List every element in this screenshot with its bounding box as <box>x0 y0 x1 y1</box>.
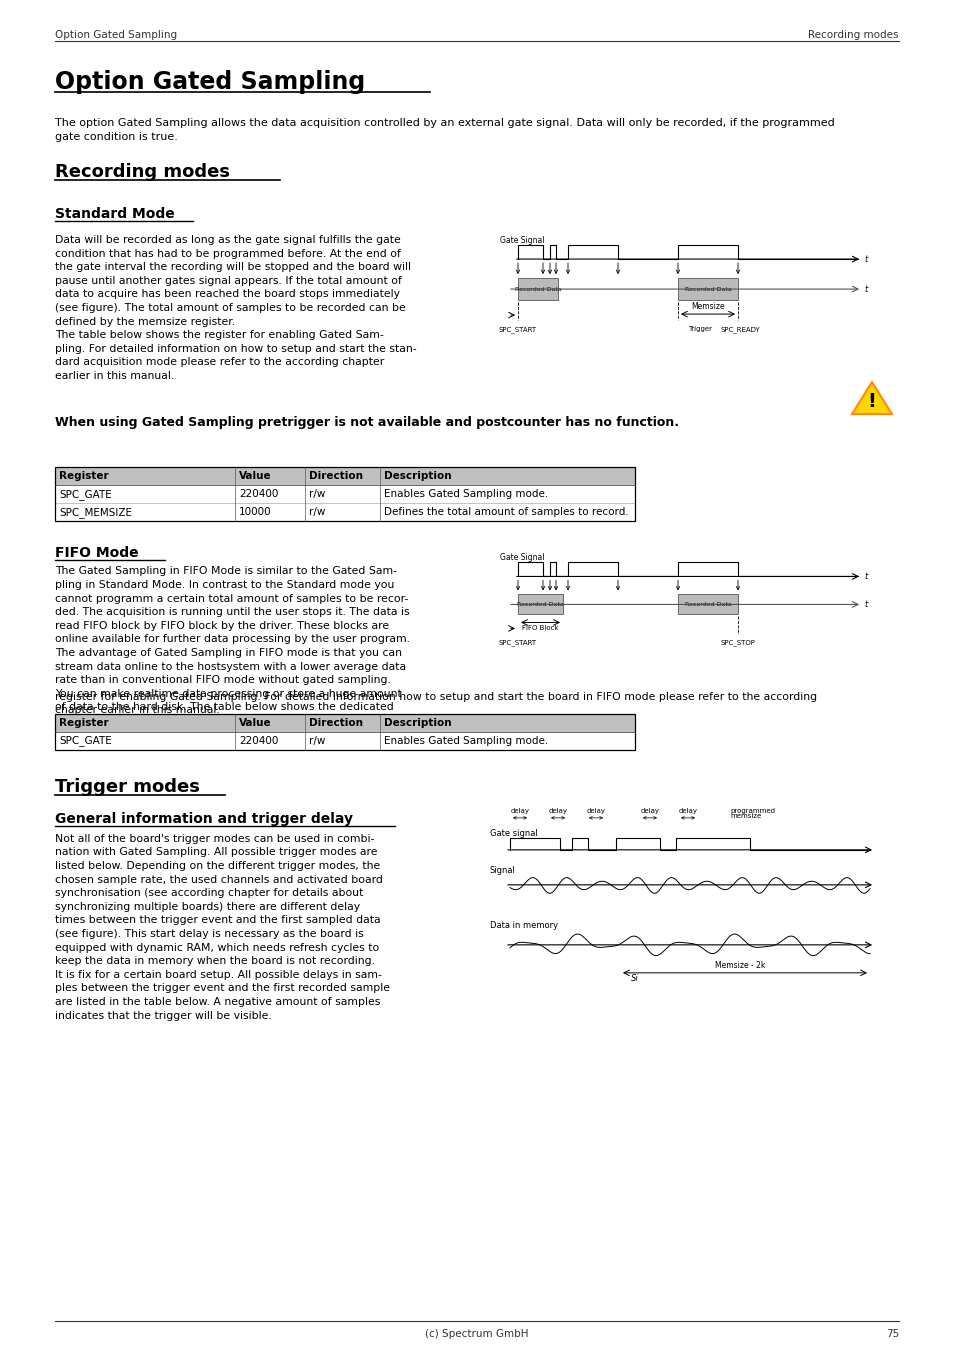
Text: Memsize: Memsize <box>691 303 724 311</box>
Text: register for enabling Gated Sampling. For detailed information how to setup and : register for enabling Gated Sampling. Fo… <box>55 692 817 716</box>
Text: SPC_START: SPC_START <box>498 639 537 646</box>
Text: Description: Description <box>384 717 451 728</box>
Bar <box>55 713 635 732</box>
Text: (c) Spectrum GmbH: (c) Spectrum GmbH <box>425 1329 528 1339</box>
Text: SPC_STOP: SPC_STOP <box>720 639 755 646</box>
Text: Recorded Data: Recorded Data <box>684 286 731 292</box>
Text: 220400: 220400 <box>239 736 278 746</box>
Text: 10000: 10000 <box>239 508 272 517</box>
Text: Defines the total amount of samples to record.: Defines the total amount of samples to r… <box>384 508 628 517</box>
Text: t: t <box>863 600 866 609</box>
Text: Option Gated Sampling: Option Gated Sampling <box>55 30 177 39</box>
Text: SPC_START: SPC_START <box>498 326 537 332</box>
Text: Direction: Direction <box>309 717 363 728</box>
Bar <box>55 504 635 521</box>
Bar <box>678 278 738 300</box>
Text: Recorded Data: Recorded Data <box>514 286 560 292</box>
Text: The option Gated Sampling allows the data acquisition controlled by an external : The option Gated Sampling allows the dat… <box>55 118 834 142</box>
Text: delay: delay <box>510 808 529 813</box>
Text: Si: Si <box>631 974 639 982</box>
Text: delay: delay <box>586 808 605 813</box>
Text: r/w: r/w <box>309 508 325 517</box>
Text: r/w: r/w <box>309 489 325 500</box>
Text: delay: delay <box>678 808 697 813</box>
Text: Enables Gated Sampling mode.: Enables Gated Sampling mode. <box>384 489 548 500</box>
Text: FIFO Block: FIFO Block <box>521 626 558 631</box>
Text: SPC_READY: SPC_READY <box>720 326 760 332</box>
Text: Description: Description <box>384 471 451 481</box>
Text: General information and trigger delay: General information and trigger delay <box>55 812 353 825</box>
Text: memsize: memsize <box>729 813 760 819</box>
Text: Memsize - 2k: Memsize - 2k <box>714 961 764 970</box>
Text: Trigger: Trigger <box>687 326 711 332</box>
Polygon shape <box>851 382 891 415</box>
Bar <box>55 467 635 521</box>
Text: Recording modes: Recording modes <box>807 30 898 39</box>
Bar <box>517 278 558 300</box>
Bar <box>55 467 635 485</box>
Text: Option Gated Sampling: Option Gated Sampling <box>55 70 365 95</box>
Text: t: t <box>863 254 866 263</box>
Text: programmed: programmed <box>729 808 774 813</box>
Text: Recorded Data: Recorded Data <box>684 603 731 607</box>
Text: !: ! <box>866 392 876 411</box>
Text: Gate signal: Gate signal <box>490 830 537 838</box>
Bar <box>678 594 738 615</box>
Text: 75: 75 <box>884 1329 898 1339</box>
Text: Register: Register <box>59 717 109 728</box>
Text: Gate Signal: Gate Signal <box>499 554 544 562</box>
Text: Value: Value <box>239 471 272 481</box>
Text: Gate Signal: Gate Signal <box>499 236 544 245</box>
Text: t: t <box>863 571 866 581</box>
Text: When using Gated Sampling pretrigger is not available and postcounter has no fun: When using Gated Sampling pretrigger is … <box>55 416 679 430</box>
Text: Signal: Signal <box>490 866 516 875</box>
Bar <box>55 732 635 750</box>
Text: Trigger modes: Trigger modes <box>55 778 200 796</box>
Text: Value: Value <box>239 717 272 728</box>
Bar <box>517 594 562 615</box>
Text: 220400: 220400 <box>239 489 278 500</box>
Text: Standard Mode: Standard Mode <box>55 207 174 220</box>
Text: FIFO Mode: FIFO Mode <box>55 546 138 561</box>
Text: SPC_GATE: SPC_GATE <box>59 735 112 746</box>
Text: The Gated Sampling in FIFO Mode is similar to the Gated Sam-
pling in Standard M: The Gated Sampling in FIFO Mode is simil… <box>55 566 410 712</box>
Text: SPC_MEMSIZE: SPC_MEMSIZE <box>59 507 132 517</box>
Bar <box>55 713 635 750</box>
Text: Recorded Data: Recorded Data <box>517 603 563 607</box>
Text: r/w: r/w <box>309 736 325 746</box>
Text: delay: delay <box>548 808 567 813</box>
Text: delay: delay <box>639 808 659 813</box>
Text: Direction: Direction <box>309 471 363 481</box>
Text: Enables Gated Sampling mode.: Enables Gated Sampling mode. <box>384 736 548 746</box>
Text: Recording modes: Recording modes <box>55 163 230 181</box>
Text: Data in memory: Data in memory <box>490 921 558 929</box>
Text: t: t <box>863 285 866 293</box>
Text: Data will be recorded as long as the gate signal fulfills the gate
condition tha: Data will be recorded as long as the gat… <box>55 235 416 381</box>
Text: Register: Register <box>59 471 109 481</box>
Bar <box>55 485 635 504</box>
Text: Not all of the board's trigger modes can be used in combi-
nation with Gated Sam: Not all of the board's trigger modes can… <box>55 834 390 1020</box>
Text: SPC_GATE: SPC_GATE <box>59 489 112 500</box>
